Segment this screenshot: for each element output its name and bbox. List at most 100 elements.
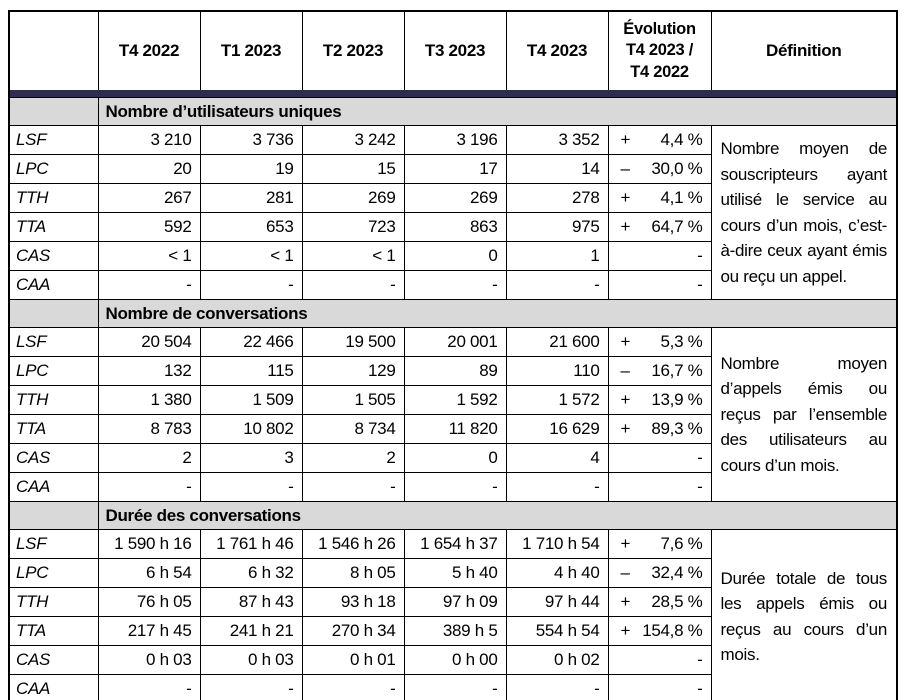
value-cell: 1 546 h 26 [301, 529, 405, 559]
evolution-wrap: – 16,7 % [621, 361, 703, 381]
section-title: Nombre d’utilisateurs uniques [97, 97, 898, 126]
evolution-value: 4,1 % [660, 188, 703, 207]
evolution-value: 4,4 % [660, 130, 703, 149]
data-row: TTA 8 783 10 802 8 734 11 820 16 629 +89,3 % [8, 414, 897, 444]
evolution-sign: + [620, 592, 631, 611]
evolution-sign: – [620, 563, 630, 582]
value-cell: 3 196 [403, 125, 507, 155]
value-cell: 8 734 [301, 414, 405, 444]
value-cell: 110 [505, 356, 609, 386]
evolution-sign: + [620, 332, 631, 351]
quarter-header-t4-2023: T4 2023 [505, 10, 609, 90]
evolution-wrap: – 32,4 % [621, 563, 703, 583]
evolution-sign: + [620, 188, 631, 207]
value-cell: - [301, 270, 405, 300]
value-cell: 1 380 [97, 385, 201, 415]
evolution-wrap: +64,7 % [621, 217, 703, 237]
value-cell: 97 h 09 [403, 587, 507, 617]
section-header-row: Nombre d’utilisateurs uniques [8, 97, 898, 126]
header-separator-row [9, 90, 897, 98]
evolution-wrap: +4,4 % [621, 130, 703, 150]
data-row: LSF 20 504 22 466 19 500 20 001 21 600 +5,3 % N… [8, 327, 898, 502]
value-cell: 389 h 5 [403, 616, 507, 646]
evolution-value: 13,9 % [651, 390, 703, 409]
value-cell: 8 783 [97, 414, 201, 444]
evolution-sign: + [620, 390, 631, 409]
data-row: CAS 0 h 03 0 h 03 0 h 01 0 h 00 0 h 02- [8, 645, 897, 675]
section-title: Nombre de conversations [97, 299, 898, 328]
evolution-cell: – 32,4 % [607, 558, 712, 588]
value-cell: 1 654 h 37 [403, 529, 507, 559]
data-row: CAA - - - - - - [8, 270, 897, 300]
evolution-wrap: - [621, 650, 703, 670]
value-cell: 1 590 h 16 [97, 529, 201, 559]
value-cell: - [199, 472, 303, 502]
value-cell: - [97, 472, 201, 502]
value-cell: 3 210 [97, 125, 201, 155]
row-label: TTA [8, 616, 99, 646]
value-cell: 5 h 40 [403, 558, 507, 588]
quarter-header-t2-2023: T2 2023 [301, 10, 405, 90]
value-cell: 2 [97, 443, 201, 473]
value-cell: 21 600 [505, 327, 609, 357]
value-cell: < 1 [97, 241, 201, 271]
value-cell: 0 h 02 [505, 645, 609, 675]
evolution-sign: + [620, 621, 631, 640]
value-cell: - [97, 270, 201, 300]
value-cell: 278 [505, 183, 609, 213]
value-cell: 267 [97, 183, 201, 213]
evolution-value: 32,4 % [651, 563, 703, 582]
value-cell: 1 592 [403, 385, 507, 415]
row-label: TTA [8, 212, 99, 242]
evolution-wrap: – 30,0 % [621, 159, 703, 179]
data-row: LPC 6 h 54 6 h 32 8 h 05 5 h 40 4 h 40– 32,4 % [8, 558, 897, 588]
row-label: LSF [8, 327, 99, 357]
value-cell: 217 h 45 [97, 616, 201, 646]
evolution-value: 64,7 % [651, 217, 703, 236]
value-cell: 8 h 05 [301, 558, 405, 588]
evolution-wrap: +7,6 % [621, 534, 703, 554]
evolution-cell: - [607, 645, 712, 675]
evolution-wrap: - [621, 679, 703, 699]
value-cell: 16 629 [505, 414, 609, 444]
value-cell: - [505, 674, 609, 700]
data-row: CAS 2 3 2 0 4- [8, 443, 897, 473]
evolution-wrap: - [621, 477, 703, 497]
value-cell: < 1 [301, 241, 405, 271]
value-cell: 3 242 [301, 125, 405, 155]
data-row: LPC 132 115 129 89 110– 16,7 % [8, 356, 897, 386]
evolution-value: 30,0 % [651, 159, 703, 178]
value-cell: - [403, 270, 507, 300]
data-row: LSF 1 590 h 16 1 761 h 46 1 546 h 26 1 654 h… [8, 529, 898, 700]
value-cell: 863 [403, 212, 507, 242]
row-label: CAA [8, 472, 99, 502]
evolution-value: 28,5 % [651, 592, 703, 611]
value-cell: 93 h 18 [301, 587, 405, 617]
evolution-value: 89,3 % [651, 419, 703, 438]
value-cell: - [403, 674, 507, 700]
evolution-wrap: +28,5 % [621, 592, 703, 612]
value-cell: 14 [505, 154, 609, 184]
value-cell: 1 [505, 241, 609, 271]
value-cell: 0 [403, 241, 507, 271]
value-cell: 3 736 [199, 125, 303, 155]
value-cell: 2 [301, 443, 405, 473]
evolution-cell: +4,1 % [607, 183, 712, 213]
value-cell: 975 [505, 212, 609, 242]
definition-cell: Nombre moyen d’appels émis ou reçus par … [710, 327, 898, 502]
value-cell: 115 [199, 356, 303, 386]
row-label: TTH [8, 587, 99, 617]
evolution-sign: – [620, 159, 630, 178]
header-separator-band [9, 90, 897, 98]
data-row: CAA - - - - - - [8, 472, 897, 502]
evolution-cell: +28,5 % [607, 587, 712, 617]
row-label: LPC [8, 356, 99, 386]
quarter-header-t4-2022: T4 2022 [97, 10, 201, 90]
row-label: TTH [8, 183, 99, 213]
value-cell: 281 [199, 183, 303, 213]
section-corner-cell [8, 97, 99, 126]
value-cell: - [403, 472, 507, 502]
evolution-header: Évolution T4 2023 / T4 2022 [607, 10, 712, 90]
value-cell: 0 h 01 [301, 645, 405, 675]
